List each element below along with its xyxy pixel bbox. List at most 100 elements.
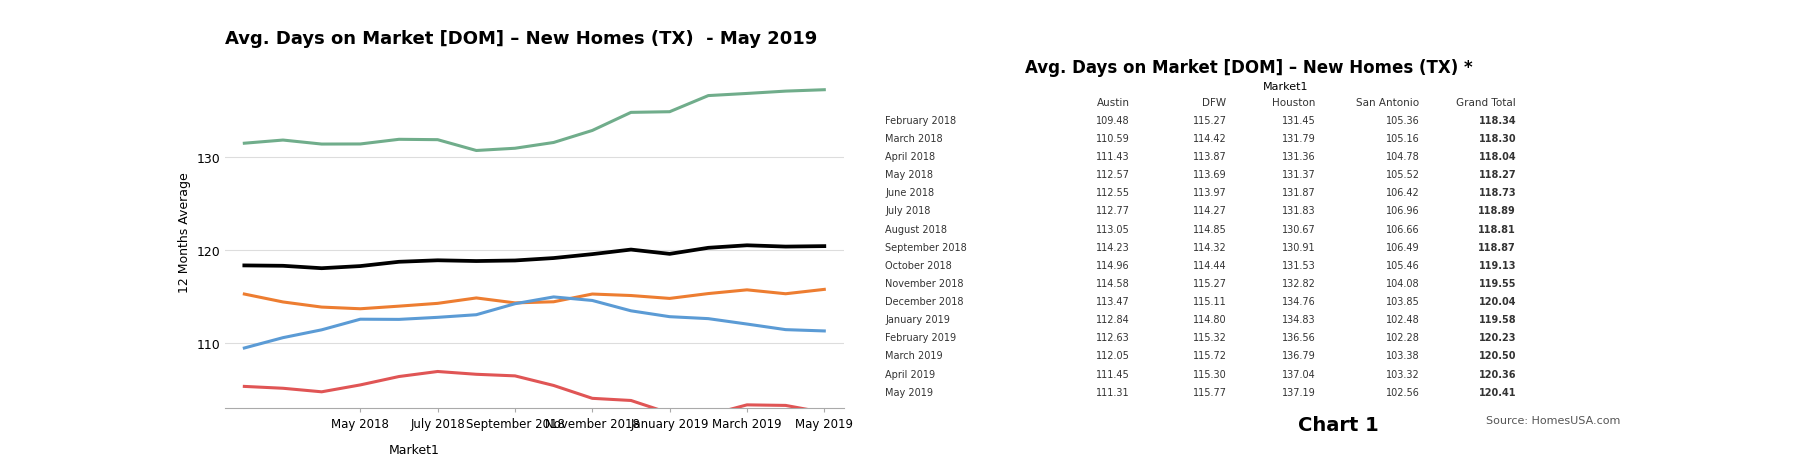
Text: 114.32: 114.32 bbox=[1193, 242, 1226, 252]
Text: 115.27: 115.27 bbox=[1193, 278, 1226, 288]
Text: 119.55: 119.55 bbox=[1478, 278, 1516, 288]
Text: 118.27: 118.27 bbox=[1478, 170, 1516, 180]
Text: February 2019: February 2019 bbox=[886, 333, 956, 342]
Text: 131.45: 131.45 bbox=[1282, 116, 1316, 126]
Text: August 2018: August 2018 bbox=[886, 224, 947, 234]
Text: Market1: Market1 bbox=[1264, 82, 1309, 91]
Text: September 2018: September 2018 bbox=[886, 242, 967, 252]
Text: Avg. Days on Market [DOM] – New Homes (TX)  - May 2019: Avg. Days on Market [DOM] – New Homes (T… bbox=[225, 30, 817, 48]
Text: 118.34: 118.34 bbox=[1478, 116, 1516, 126]
Text: November 2018: November 2018 bbox=[886, 278, 963, 288]
Text: 131.87: 131.87 bbox=[1282, 188, 1316, 198]
Text: 114.85: 114.85 bbox=[1193, 224, 1226, 234]
Text: 106.96: 106.96 bbox=[1386, 206, 1420, 216]
Text: 114.58: 114.58 bbox=[1096, 278, 1130, 288]
Text: 115.27: 115.27 bbox=[1193, 116, 1226, 126]
Text: 114.96: 114.96 bbox=[1096, 260, 1130, 270]
Text: 120.36: 120.36 bbox=[1478, 369, 1516, 379]
Text: 131.53: 131.53 bbox=[1282, 260, 1316, 270]
Text: March 2019: March 2019 bbox=[886, 351, 943, 361]
Text: 111.43: 111.43 bbox=[1096, 152, 1130, 162]
Text: 115.30: 115.30 bbox=[1193, 369, 1226, 379]
Text: 131.36: 131.36 bbox=[1282, 152, 1316, 162]
Text: 131.79: 131.79 bbox=[1282, 134, 1316, 144]
Text: 102.48: 102.48 bbox=[1386, 314, 1420, 325]
Text: 105.16: 105.16 bbox=[1386, 134, 1420, 144]
Text: 114.27: 114.27 bbox=[1193, 206, 1226, 216]
Text: 113.47: 113.47 bbox=[1096, 297, 1130, 307]
Text: 112.84: 112.84 bbox=[1096, 314, 1130, 325]
Text: 114.23: 114.23 bbox=[1096, 242, 1130, 252]
Text: 114.44: 114.44 bbox=[1193, 260, 1226, 270]
Text: 118.89: 118.89 bbox=[1478, 206, 1516, 216]
Text: January 2019: January 2019 bbox=[886, 314, 950, 325]
Text: 130.67: 130.67 bbox=[1282, 224, 1316, 234]
Text: 120.23: 120.23 bbox=[1478, 333, 1516, 342]
Text: 103.85: 103.85 bbox=[1386, 297, 1420, 307]
Text: 105.52: 105.52 bbox=[1386, 170, 1420, 180]
Text: 119.58: 119.58 bbox=[1478, 314, 1516, 325]
Text: 113.97: 113.97 bbox=[1193, 188, 1226, 198]
Text: Source: HomesUSA.com: Source: HomesUSA.com bbox=[1485, 415, 1620, 425]
Text: 115.32: 115.32 bbox=[1193, 333, 1226, 342]
Text: 118.30: 118.30 bbox=[1478, 134, 1516, 144]
Text: 118.81: 118.81 bbox=[1478, 224, 1516, 234]
Text: 111.31: 111.31 bbox=[1096, 387, 1130, 397]
Text: 112.05: 112.05 bbox=[1096, 351, 1130, 361]
Text: 131.83: 131.83 bbox=[1282, 206, 1316, 216]
Text: 131.37: 131.37 bbox=[1282, 170, 1316, 180]
Text: 103.38: 103.38 bbox=[1386, 351, 1420, 361]
Text: 134.76: 134.76 bbox=[1282, 297, 1316, 307]
Text: 106.42: 106.42 bbox=[1386, 188, 1420, 198]
Text: 110.59: 110.59 bbox=[1096, 134, 1130, 144]
Text: 104.08: 104.08 bbox=[1386, 278, 1420, 288]
Text: Austin: Austin bbox=[1096, 97, 1130, 107]
Text: 130.91: 130.91 bbox=[1282, 242, 1316, 252]
Text: 115.72: 115.72 bbox=[1193, 351, 1226, 361]
Text: October 2018: October 2018 bbox=[886, 260, 952, 270]
Text: 102.28: 102.28 bbox=[1386, 333, 1420, 342]
Text: 106.49: 106.49 bbox=[1386, 242, 1420, 252]
Text: March 2018: March 2018 bbox=[886, 134, 943, 144]
Text: 118.87: 118.87 bbox=[1478, 242, 1516, 252]
Text: 137.19: 137.19 bbox=[1282, 387, 1316, 397]
Text: May 2019: May 2019 bbox=[886, 387, 932, 397]
Text: 105.46: 105.46 bbox=[1386, 260, 1420, 270]
Text: San Antonio: San Antonio bbox=[1357, 97, 1420, 107]
Text: May 2018: May 2018 bbox=[886, 170, 932, 180]
Text: February 2018: February 2018 bbox=[886, 116, 956, 126]
Text: 119.13: 119.13 bbox=[1478, 260, 1516, 270]
Y-axis label: 12 Months Average: 12 Months Average bbox=[178, 172, 191, 292]
Text: 106.66: 106.66 bbox=[1386, 224, 1420, 234]
Text: 115.77: 115.77 bbox=[1193, 387, 1226, 397]
Text: 120.50: 120.50 bbox=[1478, 351, 1516, 361]
Text: 114.80: 114.80 bbox=[1193, 314, 1226, 325]
Text: 136.56: 136.56 bbox=[1282, 333, 1316, 342]
Text: June 2018: June 2018 bbox=[886, 188, 934, 198]
Text: 120.04: 120.04 bbox=[1478, 297, 1516, 307]
Text: Chart 1: Chart 1 bbox=[1298, 415, 1379, 435]
Text: 118.04: 118.04 bbox=[1478, 152, 1516, 162]
Text: July 2018: July 2018 bbox=[886, 206, 931, 216]
Text: 109.48: 109.48 bbox=[1096, 116, 1130, 126]
Text: 104.78: 104.78 bbox=[1386, 152, 1420, 162]
Text: Avg. Days on Market [DOM] – New Homes (TX) *: Avg. Days on Market [DOM] – New Homes (T… bbox=[1024, 59, 1472, 77]
Text: 111.45: 111.45 bbox=[1096, 369, 1130, 379]
Text: 118.73: 118.73 bbox=[1478, 188, 1516, 198]
Text: 132.82: 132.82 bbox=[1282, 278, 1316, 288]
Text: April 2018: April 2018 bbox=[886, 152, 936, 162]
Text: 120.41: 120.41 bbox=[1478, 387, 1516, 397]
Text: 112.77: 112.77 bbox=[1096, 206, 1130, 216]
Text: 115.11: 115.11 bbox=[1193, 297, 1226, 307]
Text: 113.87: 113.87 bbox=[1193, 152, 1226, 162]
Text: 137.04: 137.04 bbox=[1282, 369, 1316, 379]
Text: DFW: DFW bbox=[1202, 97, 1226, 107]
Legend: Austin, DFW, Houston, San Antonio: Austin, DFW, Houston, San Antonio bbox=[230, 438, 598, 459]
Text: 112.63: 112.63 bbox=[1096, 333, 1130, 342]
Text: 102.56: 102.56 bbox=[1386, 387, 1420, 397]
Text: 112.55: 112.55 bbox=[1096, 188, 1130, 198]
Text: 113.05: 113.05 bbox=[1096, 224, 1130, 234]
Text: December 2018: December 2018 bbox=[886, 297, 963, 307]
Text: 105.36: 105.36 bbox=[1386, 116, 1420, 126]
Text: Grand Total: Grand Total bbox=[1456, 97, 1516, 107]
